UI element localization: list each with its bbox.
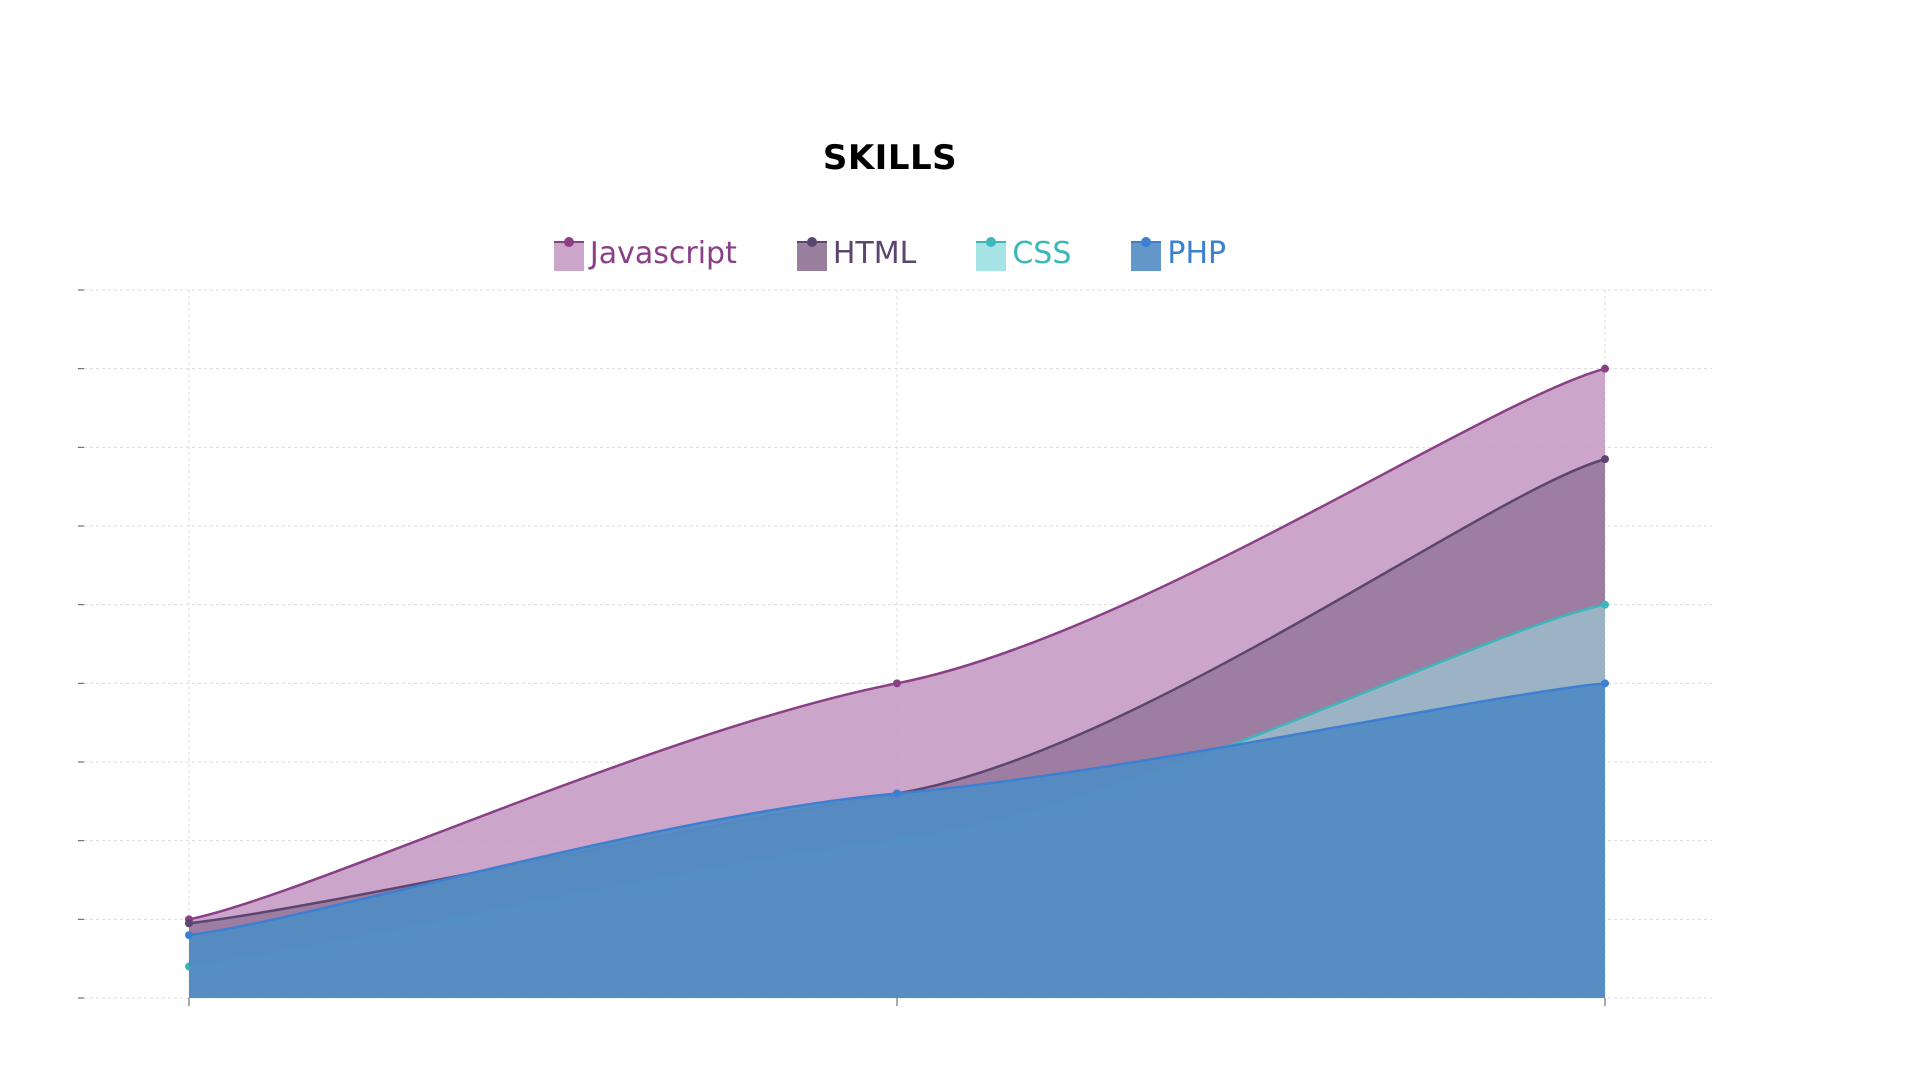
legend-label-html: HTML <box>832 236 917 271</box>
chart-title: SKILLS <box>822 138 958 178</box>
legend-swatch-javascript <box>553 236 584 271</box>
legend-item-css[interactable]: CSS <box>976 236 1071 271</box>
data-point-php-0 <box>185 931 193 940</box>
legend-item-html[interactable]: HTML <box>796 236 917 271</box>
data-point-php-1 <box>893 789 901 798</box>
legend-swatch-css <box>976 236 1007 271</box>
data-point-javascript-1 <box>893 679 901 688</box>
data-point-javascript-2 <box>1601 364 1609 373</box>
data-point-html-2 <box>1601 455 1609 464</box>
legend-label-javascript: Javascript <box>589 236 737 271</box>
legend-swatch-html <box>796 236 827 271</box>
legend-item-php[interactable]: PHP <box>1131 236 1226 271</box>
data-point-php-2 <box>1601 679 1609 688</box>
data-point-html-0 <box>185 919 193 928</box>
series-area-php <box>189 683 1605 998</box>
data-point-css-2 <box>1601 600 1609 609</box>
legend-label-php: PHP <box>1167 236 1227 271</box>
legend: Javascript HTML CSS PHP <box>0 236 1780 271</box>
legend-label-css: CSS <box>1012 236 1072 271</box>
legend-swatch-php <box>1131 236 1162 271</box>
legend-item-javascript[interactable]: Javascript <box>553 236 737 271</box>
